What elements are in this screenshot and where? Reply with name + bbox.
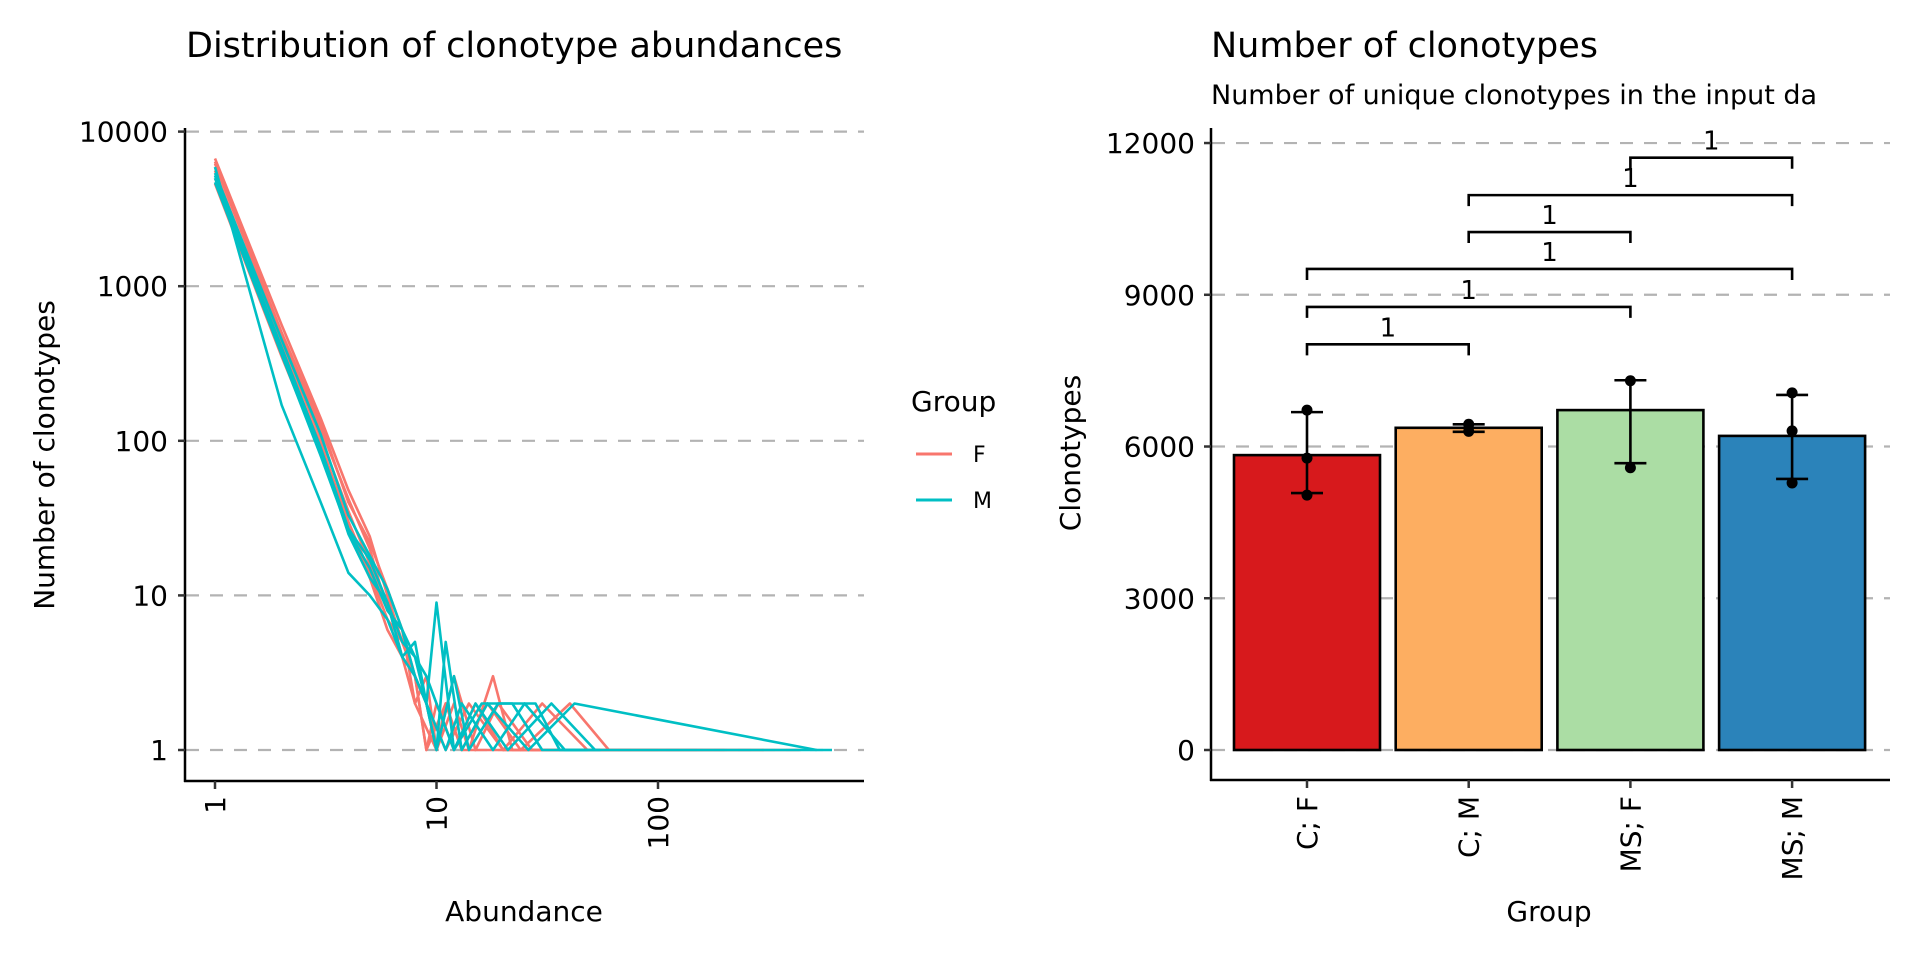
series-line-f — [213, 158, 801, 752]
data-point — [1624, 462, 1636, 474]
series-line-f — [213, 177, 697, 752]
left-x-ticks: 1 10 100 — [199, 781, 675, 849]
left-y-tick-label: 10000 — [79, 116, 168, 149]
legend-title: Group — [911, 385, 996, 418]
data-point — [1301, 404, 1313, 416]
right-chart-title: Number of clonotypes — [1211, 26, 1598, 66]
left-x-tick-label: 10 — [421, 796, 454, 832]
right-x-tick-label: MS; F — [1614, 796, 1647, 872]
left-y-axis-label: Number of clonotypes — [28, 300, 61, 610]
comparison-p-value-label: 1 — [1703, 127, 1720, 157]
right-x-tick-label: MS; M — [1776, 796, 1809, 880]
data-point — [1624, 375, 1636, 387]
comparison-bracket — [1305, 267, 1794, 280]
data-point — [1786, 425, 1798, 437]
comparison-bracket — [1629, 156, 1794, 169]
series-line-f — [213, 163, 764, 752]
bars — [1232, 408, 1867, 752]
right-y-tick-label: 9000 — [1124, 279, 1195, 312]
comparison-p-value-label: 1 — [1622, 164, 1639, 194]
data-point — [1301, 489, 1313, 501]
series-line-m — [213, 166, 832, 752]
series-line-m — [213, 175, 588, 752]
comparison-bracket — [1467, 193, 1794, 207]
series-line-f — [213, 161, 637, 752]
right-x-axis-label: Group — [1506, 895, 1591, 928]
right-y-tick-label: 6000 — [1124, 431, 1195, 464]
left-y-tick-label: 100 — [115, 425, 168, 458]
comparison-p-value-label: 1 — [1380, 313, 1397, 343]
right-y-tick-label: 12000 — [1106, 127, 1195, 160]
series-line-f — [213, 170, 725, 752]
comparison-p-value-label: 1 — [1541, 201, 1558, 231]
right-chart-subtitle: Number of unique clonotypes in the input… — [1211, 80, 1817, 111]
data-point — [1463, 425, 1475, 437]
legend-item-m[interactable]: M — [916, 489, 992, 514]
left-y-tick-label: 1 — [150, 734, 168, 767]
right-y-tick-label: 0 — [1177, 734, 1195, 767]
left-y-tick-label: 1000 — [97, 270, 168, 303]
left-y-ticks: 1 10 100 1000 10000 — [79, 116, 185, 767]
comparison-bracket — [1467, 230, 1632, 244]
comparison-bracket — [1305, 305, 1632, 318]
bar[interactable] — [1394, 426, 1543, 752]
abundance-distribution-panel: Distribution of clonotype abundances 1 10… — [28, 26, 996, 928]
right-y-ticks: 0 3000 6000 9000 12000 — [1106, 127, 1211, 767]
left-series-lines — [213, 158, 832, 752]
significance-brackets: 1 1 1 1 1 1 — [1305, 127, 1794, 356]
comparison-p-value-label: 1 — [1460, 276, 1477, 306]
comparison-bracket — [1305, 343, 1470, 356]
legend: Group F M — [911, 385, 996, 514]
legend-item-f[interactable]: F — [916, 443, 986, 468]
data-point — [1301, 452, 1313, 464]
right-y-tick-label: 3000 — [1124, 582, 1195, 615]
data-point — [1786, 477, 1798, 489]
data-points — [1301, 375, 1798, 501]
right-x-ticks: C; F C; M MS; F MS; M — [1291, 780, 1809, 880]
left-x-axis-label: Abundance — [445, 895, 603, 928]
bar[interactable] — [1232, 453, 1382, 752]
left-x-tick-label: 100 — [642, 796, 675, 849]
series-line-f — [213, 183, 658, 752]
right-x-tick-label: C; M — [1453, 796, 1486, 858]
data-point — [1786, 387, 1798, 399]
right-x-tick-label: C; F — [1291, 796, 1324, 850]
left-y-tick-label: 10 — [132, 579, 168, 612]
legend-label-f: F — [973, 443, 986, 468]
right-y-axis-label: Clonotypes — [1054, 375, 1087, 531]
legend-label-m: M — [973, 489, 992, 514]
clonotype-count-panel: Number of clonotypes Number of unique cl… — [1054, 26, 1890, 928]
comparison-p-value-label: 1 — [1541, 238, 1558, 268]
left-gridlines — [186, 130, 864, 752]
left-chart-title: Distribution of clonotype abundances — [186, 26, 842, 66]
left-x-tick-label: 1 — [199, 796, 232, 814]
